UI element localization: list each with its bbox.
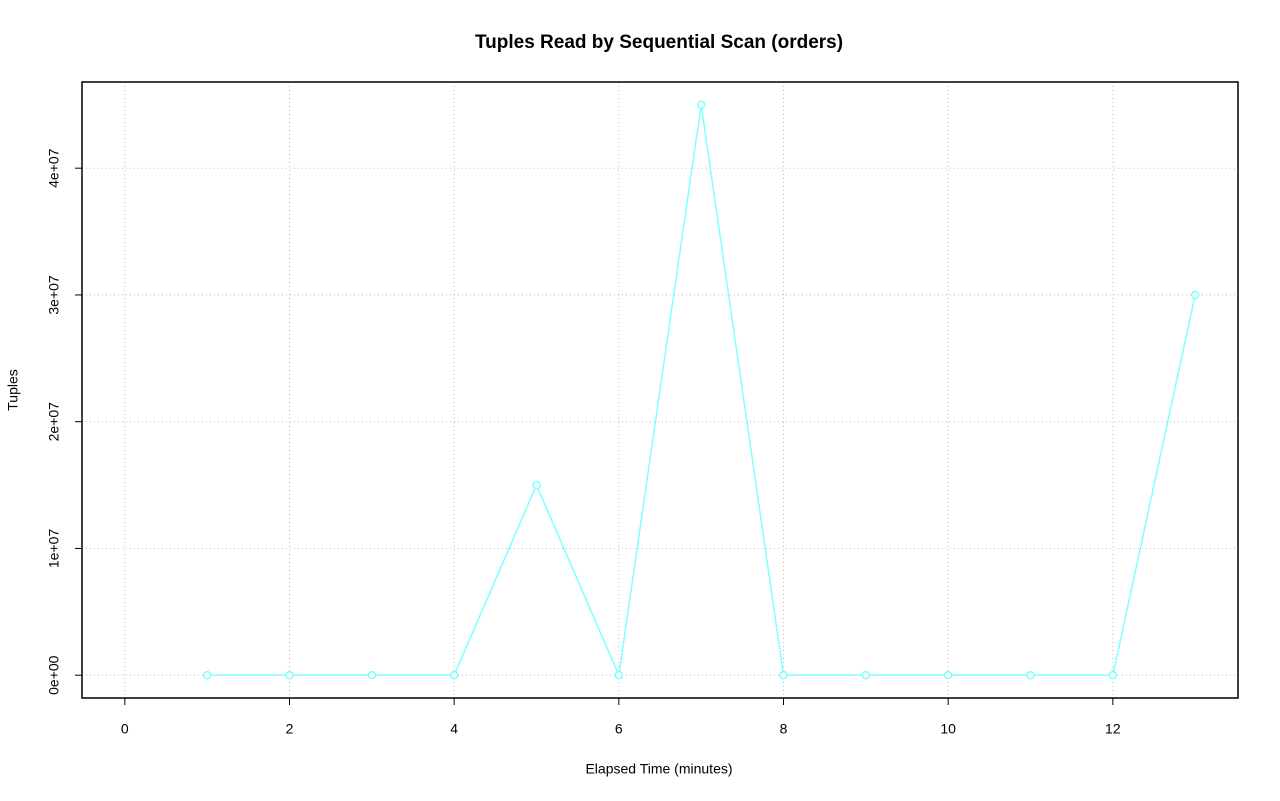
x-tick-label: 12 xyxy=(1105,721,1121,737)
data-point xyxy=(285,670,294,680)
x-axis-label: Elapsed Time (minutes) xyxy=(585,761,732,777)
data-point xyxy=(1190,290,1200,300)
y-tick-label: 0e+00 xyxy=(46,655,62,695)
x-tick-label: 8 xyxy=(780,721,788,737)
x-tick-label: 0 xyxy=(121,721,129,737)
x-tick-label: 2 xyxy=(286,721,294,737)
data-point xyxy=(861,670,871,680)
y-tick-label: 1e+07 xyxy=(46,529,62,569)
data-point xyxy=(779,670,788,680)
chart-title: Tuples Read by Sequential Scan (orders) xyxy=(475,32,843,53)
x-tick-label: 6 xyxy=(615,721,623,737)
data-point xyxy=(1026,670,1035,680)
data-point xyxy=(367,670,377,680)
y-tick-label: 2e+07 xyxy=(46,402,62,442)
data-point xyxy=(943,670,953,680)
x-tick-label: 4 xyxy=(450,721,458,737)
y-tick-label: 4e+07 xyxy=(46,148,62,188)
plot-frame xyxy=(81,81,1239,699)
data-point xyxy=(449,670,459,680)
y-axis-label: Tuples xyxy=(5,369,21,411)
data-point xyxy=(614,670,624,680)
data-point xyxy=(1108,670,1118,680)
x-tick-label: 10 xyxy=(940,721,956,737)
data-point xyxy=(696,100,706,110)
series-line xyxy=(207,104,1196,678)
y-tick-label: 3e+07 xyxy=(46,275,62,315)
data-point xyxy=(202,670,212,680)
data-point xyxy=(532,480,541,490)
